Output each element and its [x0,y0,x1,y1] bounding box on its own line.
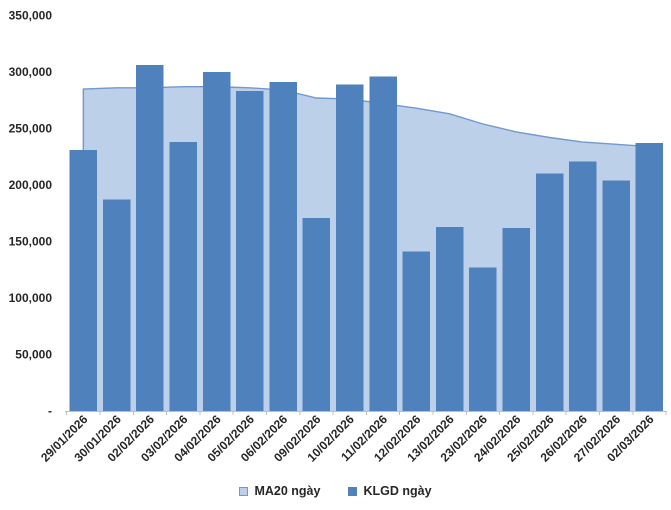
volume-bar [269,82,297,411]
legend: MA20 ngày KLGD ngày [0,484,671,498]
legend-item-ma20: MA20 ngày [239,484,320,498]
volume-bar [569,161,597,411]
y-axis-tick-label: 350,000 [9,9,53,23]
volume-bar [502,227,530,411]
volume-bar [136,65,164,411]
ma20-area [83,86,650,411]
volume-bar [169,142,197,411]
volume-bar [602,180,630,411]
volume-bar [469,267,497,411]
klgd-legend-swatch-icon [348,486,358,496]
y-axis-tick-label: 100,000 [9,291,53,305]
y-axis-tick-label: - [48,404,52,418]
volume-bar [535,173,564,411]
volume-bar [336,84,364,412]
ma20-legend-swatch-icon [239,486,249,496]
y-axis-tick-label: 250,000 [9,122,53,136]
volume-bar [302,217,331,411]
volume-bar [435,226,464,411]
volume-bar [369,76,397,411]
klgd-legend-label: KLGD ngày [363,484,432,498]
y-axis-tick-label: 150,000 [9,235,53,249]
volume-bar [236,91,264,411]
y-axis-tick-label: 50,000 [15,348,52,362]
volume-bar [69,150,98,411]
legend-item-klgd: KLGD ngày [348,484,432,498]
volume-bar [402,251,431,411]
volume-bar [102,199,131,411]
y-axis-tick-label: 200,000 [9,178,53,192]
volume-bar [202,72,231,411]
ma20-legend-label: MA20 ngày [254,484,321,498]
volume-bar [635,143,664,411]
y-axis-tick-label: 300,000 [9,65,53,79]
